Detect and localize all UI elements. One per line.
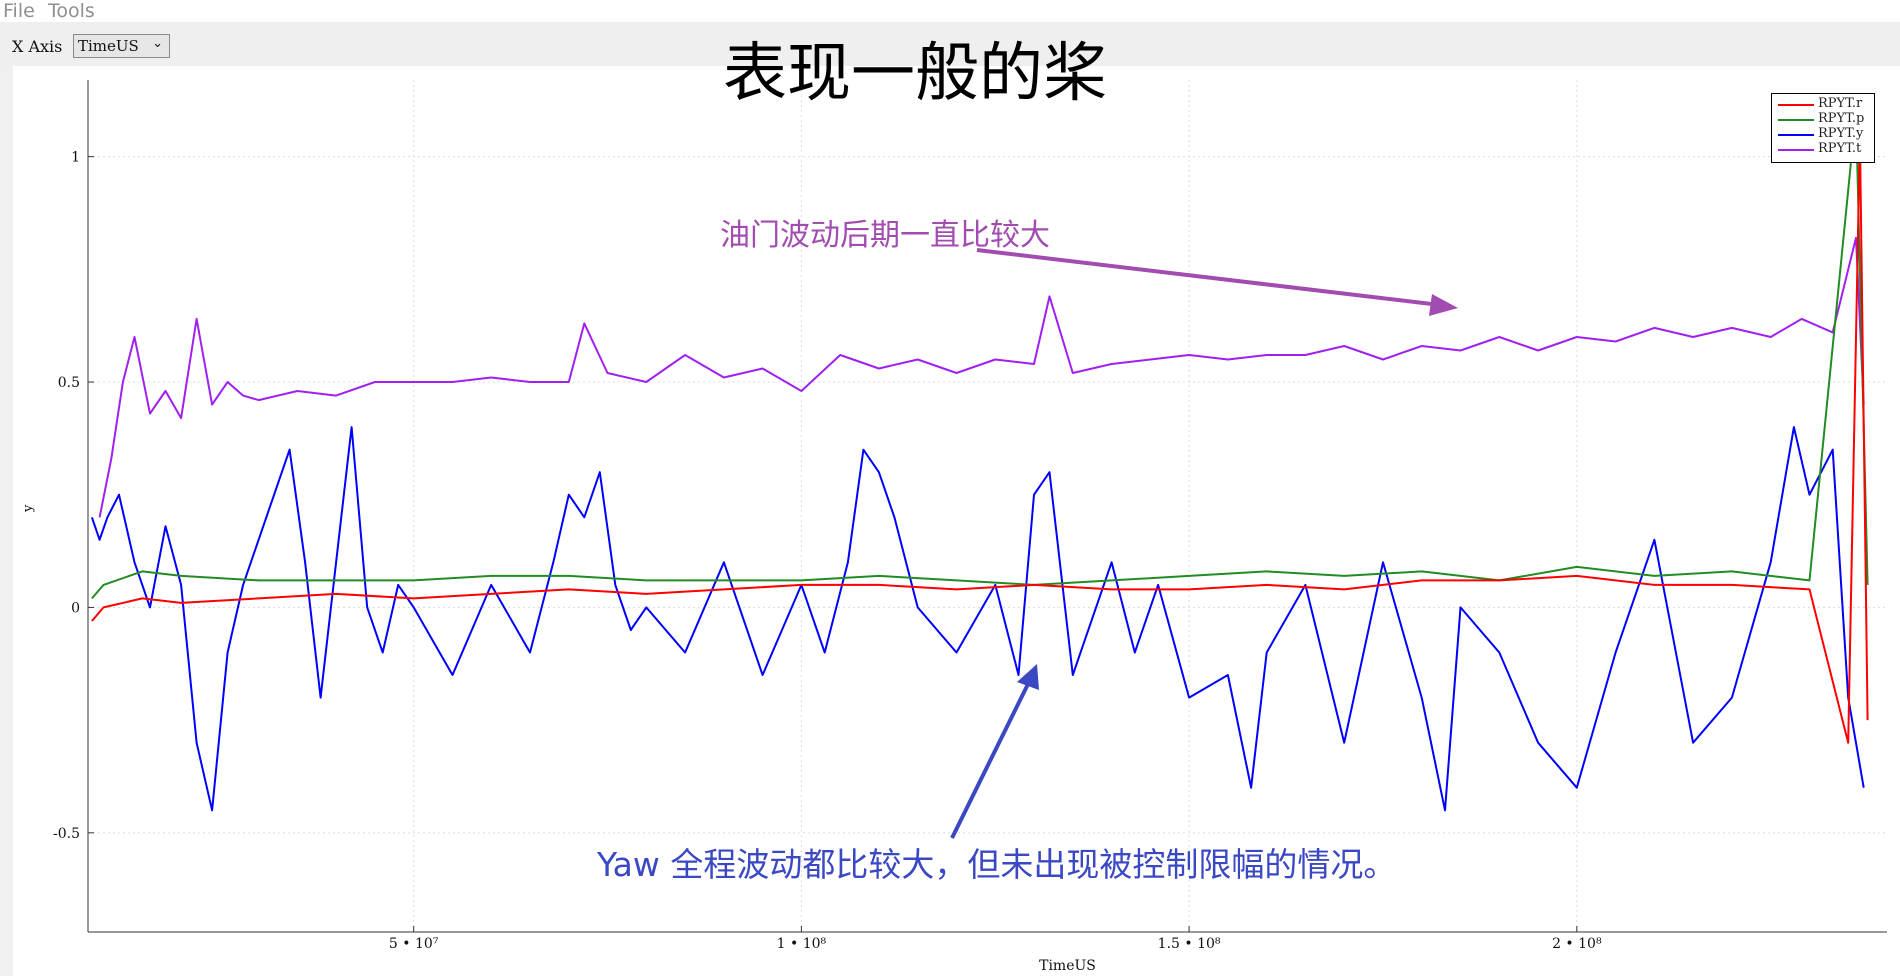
legend-label: RPYT.p: [1818, 111, 1865, 126]
legend-swatch: [1778, 134, 1814, 136]
legend-item-rpyt-p: RPYT.p: [1778, 112, 1872, 126]
x-axis-label: X Axis: [12, 37, 63, 56]
yaw-arrow-head: [1017, 664, 1039, 690]
x-tick-label: 1.5 • 10⁸: [1158, 936, 1221, 952]
menu-bar: File Tools: [0, 0, 1900, 22]
y-tick-label: -0.5: [53, 826, 80, 842]
y-tick-label: 0: [71, 600, 80, 616]
page-title: 表现一般的桨: [723, 37, 1107, 111]
y-tick-label: 1: [71, 150, 80, 166]
toolbar: [0, 22, 1900, 66]
plot-panel: [13, 66, 1900, 976]
x-tick-label: 2 • 10⁸: [1552, 936, 1602, 952]
series-line-rpyt-r: [91, 133, 1869, 744]
yaw-arrow-shaft: [950, 679, 1032, 839]
legend-swatch: [1778, 104, 1814, 106]
chevron-down-icon: ⌄: [152, 36, 163, 51]
y-axis-title: y: [21, 504, 36, 513]
legend-item-rpyt-r: RPYT.r: [1778, 97, 1872, 111]
x-axis-title: TimeUS: [1039, 958, 1096, 974]
series-line-rpyt-p: [91, 110, 1869, 600]
menu-file[interactable]: File: [3, 0, 35, 22]
chart-legend: RPYT.r RPYT.p RPYT.y RPYT.t: [1771, 93, 1875, 163]
legend-label: RPYT.r: [1818, 96, 1863, 111]
throttle-arrow-head: [1429, 294, 1458, 316]
x-axis-select-value: TimeUS: [78, 37, 139, 55]
series-line-rpyt-y: [90, 426, 1865, 812]
menu-tools[interactable]: Tools: [48, 0, 95, 22]
throttle-annotation: 油门波动后期一直比较大: [720, 218, 1050, 253]
legend-swatch: [1778, 119, 1814, 121]
legend-label: RPYT.y: [1818, 126, 1864, 141]
legend-label: RPYT.t: [1818, 141, 1862, 156]
x-axis-select[interactable]: TimeUS ⌄: [73, 34, 170, 58]
x-tick-label: 1 • 10⁸: [777, 936, 827, 952]
throttle-arrow-shaft: [976, 248, 1441, 307]
series-line-rpyt-t: [98, 236, 1865, 518]
legend-item-rpyt-t: RPYT.t: [1778, 142, 1872, 156]
legend-item-rpyt-y: RPYT.y: [1778, 127, 1872, 141]
legend-swatch: [1778, 149, 1814, 151]
x-tick-label: 5 • 10⁷: [389, 936, 439, 952]
yaw-annotation: Yaw 全程波动都比较大，但未出现被控制限幅的情况。: [597, 845, 1397, 884]
y-tick-label: 0.5: [58, 375, 80, 391]
